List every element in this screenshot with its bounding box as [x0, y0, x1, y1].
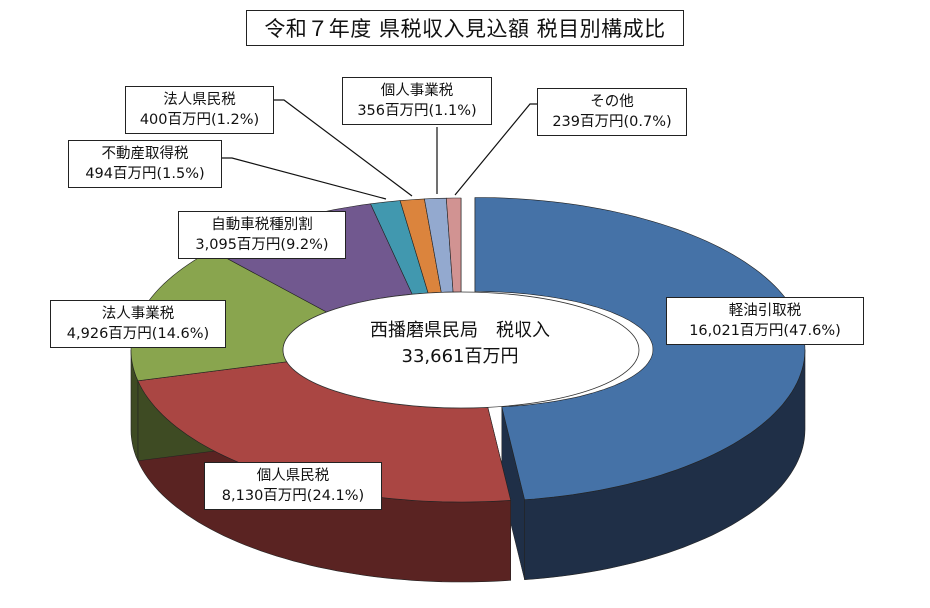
- data-label-fudosan: 不動産取得税 494百万円(1.5%): [68, 140, 222, 188]
- label-value: 16,021百万円(47.6%): [689, 323, 841, 339]
- data-label-kojin-jigyo: 個人事業税 356百万円(1.1%): [342, 77, 492, 125]
- data-label-kojin-kenmin: 個人県民税 8,130百万円(24.1%): [204, 462, 382, 510]
- label-name: 個人事業税: [380, 83, 454, 99]
- label-name: 法人事業税: [101, 306, 175, 322]
- label-value: 494百万円(1.5%): [85, 166, 205, 182]
- pie-slice-tops: [130, 197, 806, 503]
- leader-lines: [222, 99, 537, 200]
- data-label-jidosha: 自動車税種別割 3,095百万円(9.2%): [178, 211, 346, 259]
- center-label: 西播磨県民局 税収入: [370, 320, 550, 341]
- label-name: 法人県民税: [163, 92, 236, 108]
- center-value: 33,661百万円: [401, 346, 519, 367]
- label-value: 4,926百万円(14.6%): [66, 326, 210, 342]
- label-value: 356百万円(1.1%): [357, 103, 477, 119]
- label-name: その他: [590, 94, 634, 110]
- data-label-sonota: その他 239百万円(0.7%): [537, 88, 687, 136]
- donut-center-label: 西播磨県民局 税収入 33,661百万円: [330, 318, 590, 370]
- label-value: 400百万円(1.2%): [139, 112, 260, 128]
- data-label-keiyu: 軽油引取税 16,021百万円(47.6%): [666, 297, 864, 345]
- label-name: 個人県民税: [256, 468, 330, 484]
- label-value: 8,130百万円(24.1%): [221, 488, 365, 504]
- label-name: 不動産取得税: [101, 146, 189, 162]
- donut-hole: [282, 291, 640, 409]
- chart-title: 令和７年度 県税収入見込額 税目別構成比: [246, 10, 684, 46]
- label-value: 239百万円(0.7%): [552, 114, 672, 130]
- label-name: 軽油引取税: [728, 303, 802, 319]
- data-label-hojin-jigyo: 法人事業税 4,926百万円(14.6%): [50, 300, 226, 348]
- label-value: 3,095百万円(9.2%): [195, 237, 329, 253]
- label-name: 自動車税種別割: [211, 217, 313, 233]
- data-label-hojin-kenmin: 法人県民税 400百万円(1.2%): [125, 86, 274, 134]
